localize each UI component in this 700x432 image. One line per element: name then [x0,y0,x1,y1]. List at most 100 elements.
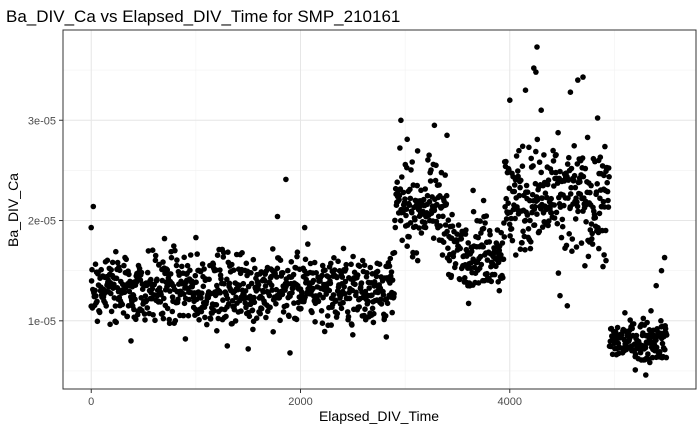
data-point [550,147,556,154]
data-point [577,191,584,197]
data-point [301,224,308,231]
data-point [193,234,199,241]
data-point [335,258,341,265]
data-point [181,291,187,298]
data-point [192,272,199,279]
data-point [376,261,383,268]
data-point [644,319,650,326]
data-point [279,291,286,298]
data-point [442,172,449,178]
data-point [172,317,179,324]
data-point [567,89,574,95]
data-point [121,289,128,296]
data-point [544,194,550,201]
data-point [475,234,482,241]
data-point [449,211,455,218]
data-point [387,255,394,262]
data-point [112,303,119,309]
data-point [230,267,237,274]
data-point [141,311,148,317]
data-point [399,237,406,244]
data-point [409,209,415,216]
data-point [579,155,586,161]
data-point [152,317,158,324]
data-point [211,307,217,314]
data-point [418,230,425,236]
data-point [501,220,507,226]
data-point [194,251,200,257]
data-point [341,284,348,290]
data-point [571,172,578,179]
data-point [214,252,221,258]
data-point [500,256,507,263]
data-point [342,278,349,285]
data-point [248,270,254,276]
plot-panel [63,30,696,389]
data-point [362,306,368,313]
data-point [144,305,151,311]
data-point [595,157,602,164]
data-point [249,307,256,314]
data-point [534,211,540,217]
data-point [358,280,365,286]
data-point [181,254,187,261]
data-point [356,263,363,270]
data-point [517,184,523,191]
data-point [160,315,167,322]
data-point [280,309,287,315]
data-point [370,319,377,326]
data-point [573,244,580,250]
data-point [506,221,513,228]
data-point [632,351,639,358]
data-point [229,298,236,304]
data-point [180,312,187,319]
data-point [262,277,268,284]
data-point [503,216,510,222]
data-point [142,317,148,323]
data-point [353,289,359,296]
data-point [645,351,651,357]
data-point [475,280,482,286]
data-point [414,257,421,264]
data-point [548,195,554,202]
data-point [600,263,606,270]
data-point [539,195,546,201]
data-point [369,292,375,299]
data-point [343,261,350,268]
data-point [595,224,601,231]
data-point [280,270,286,276]
data-point [426,198,433,205]
data-point [584,134,591,141]
data-point [589,241,596,247]
data-point [522,247,528,253]
data-point [574,203,581,210]
data-point [427,178,434,184]
data-point [339,274,346,280]
data-point [200,283,207,290]
data-point [567,191,574,197]
data-point [520,228,526,235]
data-point [539,224,546,230]
data-point [88,278,95,284]
data-point [407,195,414,202]
data-point [534,44,540,50]
data-point [168,254,175,261]
data-point [508,215,514,222]
data-point [108,267,114,273]
data-point [470,187,476,194]
data-point [416,225,422,231]
data-point [444,228,450,235]
data-point [478,261,485,268]
data-point [569,248,575,254]
data-point [640,315,647,322]
data-point [98,266,104,273]
data-point [382,313,389,319]
data-point [553,152,559,158]
data-point [480,225,487,232]
data-point [242,288,249,294]
data-point [207,316,214,322]
data-point [394,179,401,185]
data-point [269,287,275,293]
data-point [277,317,283,324]
